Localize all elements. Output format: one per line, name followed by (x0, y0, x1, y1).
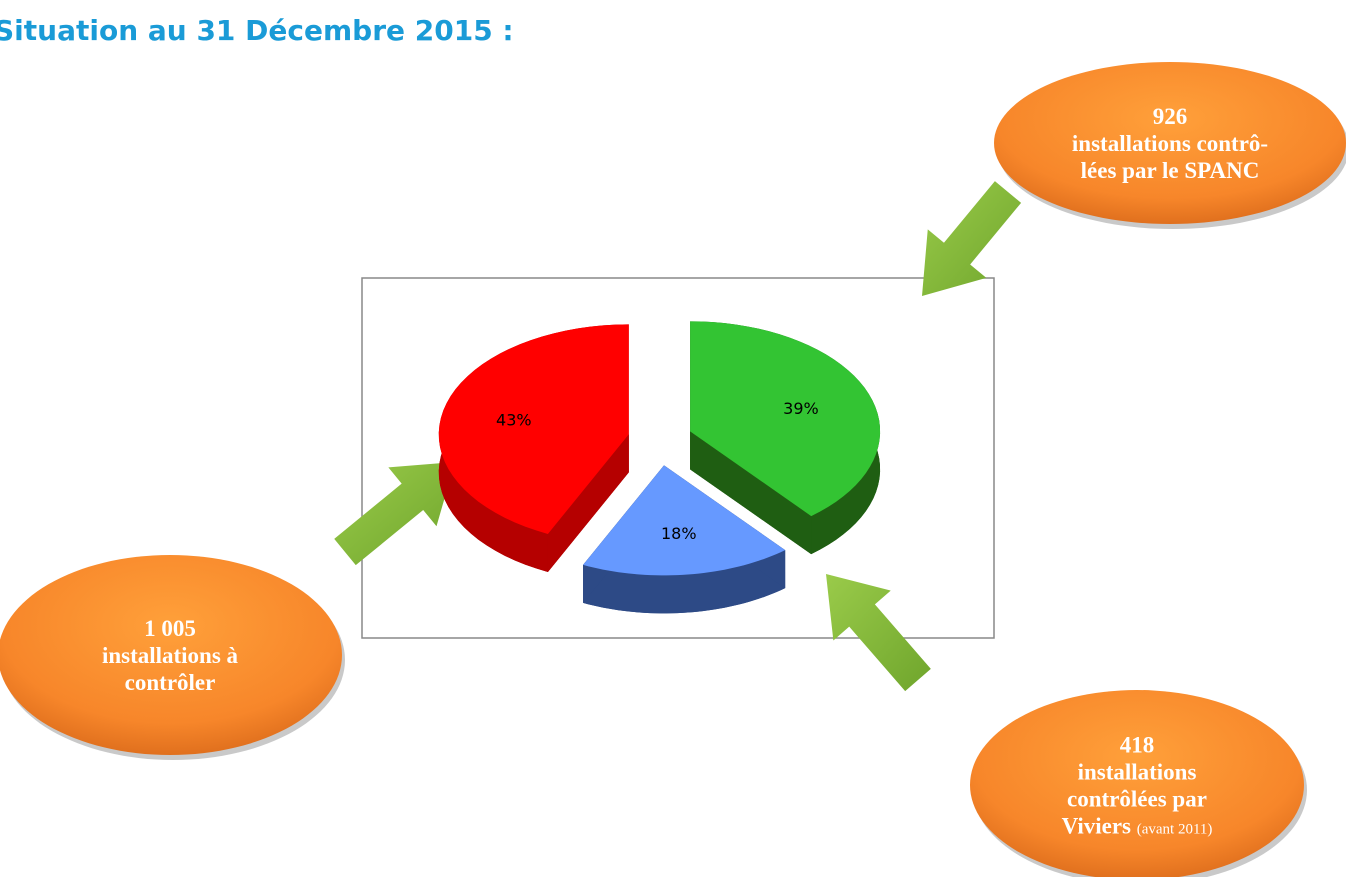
annotation-line: 1 005 (144, 616, 196, 641)
annotation-line: installations à (102, 643, 239, 668)
data-label: 18% (661, 524, 697, 543)
plot-frame (361, 277, 995, 639)
annotation-line: contrôlées par (1067, 787, 1207, 812)
arrow (922, 181, 1022, 296)
annotation-line: installations contrô- (1072, 131, 1268, 156)
slice-side (547, 434, 629, 572)
slice-top (583, 465, 786, 576)
annotation-line: contrôler (125, 670, 216, 695)
slice (438, 324, 629, 572)
data-label: 43% (496, 411, 532, 430)
annotation-line: Viviers (avant 2011) (1062, 814, 1213, 839)
bubble (994, 62, 1346, 224)
bubble (0, 555, 342, 755)
slice (583, 465, 786, 614)
slice (690, 321, 881, 555)
annotation-line: lées par le SPANC (1081, 158, 1260, 183)
slice-side (583, 550, 786, 614)
arrow (334, 462, 455, 566)
title: Situation au 31 Décembre 2015 : (0, 14, 514, 47)
slice-side (690, 431, 812, 555)
annotation-line: 418 (1120, 733, 1155, 758)
arrow (826, 574, 931, 692)
annotation-word: Viviers (1062, 814, 1131, 839)
bubble (970, 690, 1304, 877)
annotation-line: installations (1078, 760, 1197, 785)
annotation-line: 926 (1153, 104, 1188, 129)
slice-top (438, 324, 629, 534)
annotation-note: (avant 2011) (1137, 822, 1213, 838)
data-label: 39% (783, 399, 819, 418)
slice-top (690, 321, 881, 517)
